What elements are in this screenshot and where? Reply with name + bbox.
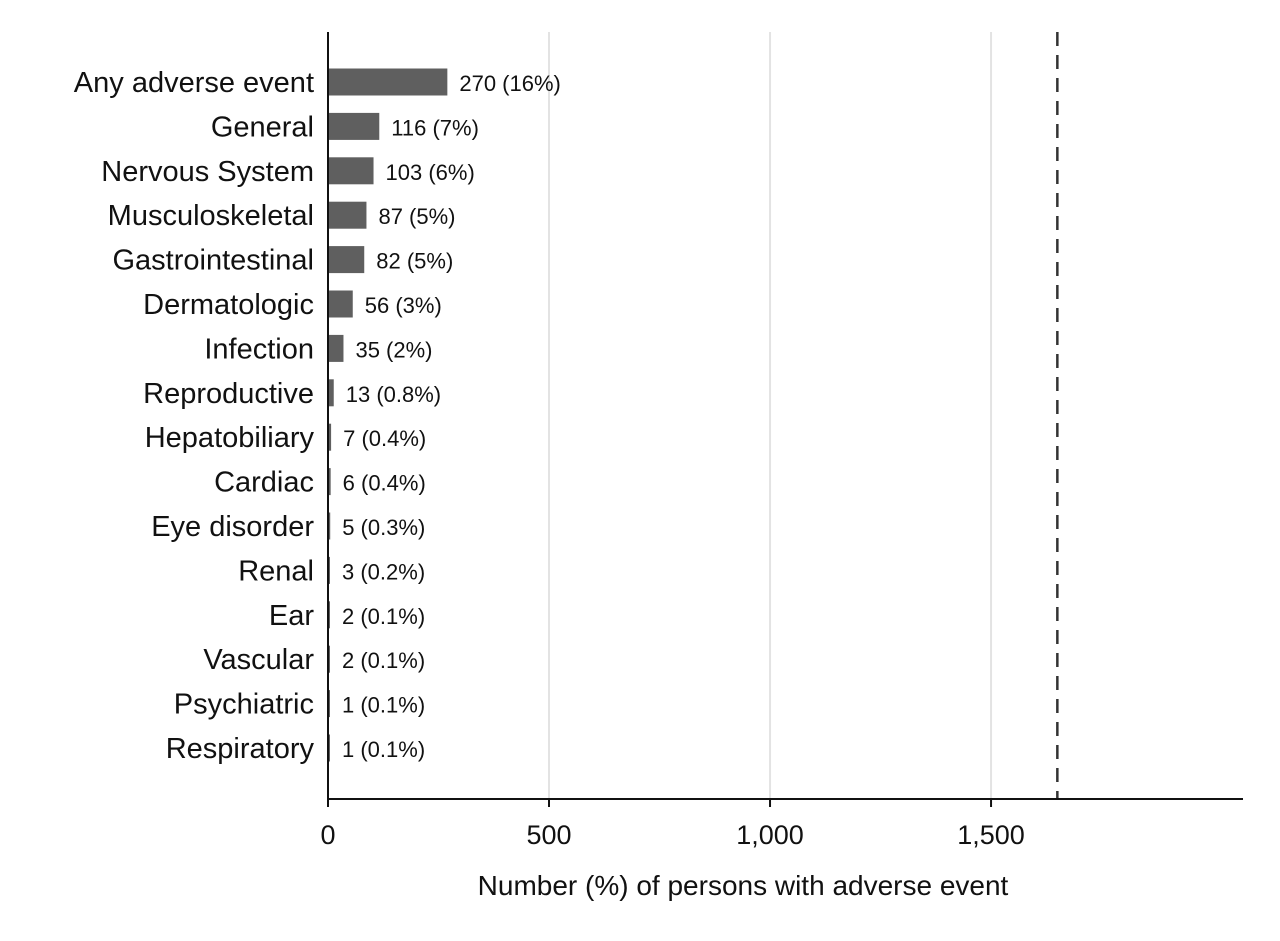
bar: [328, 68, 448, 96]
category-label: Gastrointestinal: [113, 245, 315, 277]
data-label: 7 (0.4%): [343, 426, 426, 451]
data-label: 56 (3%): [365, 293, 442, 318]
category-label: Respiratory: [166, 733, 315, 765]
category-label: Renal: [238, 555, 314, 587]
category-label: Hepatobiliary: [145, 422, 315, 454]
category-label: General: [211, 111, 314, 143]
x-tick-label: 1,500: [957, 820, 1025, 850]
bar: [328, 512, 331, 540]
data-label: 87 (5%): [378, 204, 455, 229]
data-label: 116 (7%): [391, 115, 479, 140]
category-label: Ear: [269, 600, 314, 632]
category-label: Cardiac: [214, 467, 314, 499]
category-label: Any adverse event: [74, 67, 314, 99]
category-label: Vascular: [203, 644, 314, 676]
bar: [328, 379, 334, 407]
data-labels: 270 (16%) 116 (7%) 103 (6%) 87 (5%) 82 (5%) 5…: [342, 71, 561, 762]
bars: [328, 68, 448, 762]
category-label: Infection: [204, 333, 314, 365]
category-label: Reproductive: [143, 378, 314, 410]
data-label: 103 (6%): [386, 160, 475, 185]
bar: [328, 423, 332, 451]
bar: [328, 468, 331, 496]
x-tick-label: 0: [320, 820, 335, 850]
bar: [328, 334, 344, 362]
data-label: 2 (0.1%): [342, 648, 425, 673]
gridlines: [548, 32, 993, 799]
data-label: 270 (16%): [459, 71, 561, 96]
bar: [328, 246, 365, 274]
x-tick-labels: 0 500 1,000 1,500: [320, 820, 1024, 850]
data-label: 2 (0.1%): [342, 604, 425, 629]
axes: [327, 32, 1243, 807]
category-label: Dermatologic: [143, 289, 314, 321]
data-label: 1 (0.1%): [342, 737, 425, 762]
data-label: 82 (5%): [376, 249, 453, 274]
data-label: 1 (0.1%): [342, 693, 425, 718]
category-label: Eye disorder: [151, 511, 314, 543]
x-tick-label: 500: [526, 820, 571, 850]
data-label: 13 (0.8%): [346, 382, 441, 407]
category-label: Psychiatric: [174, 689, 314, 721]
category-label: Nervous System: [101, 156, 314, 188]
bar: [328, 201, 367, 229]
x-tick-label: 1,000: [736, 820, 804, 850]
bar: [328, 112, 380, 140]
x-axis-title: Number (%) of persons with adverse event: [478, 870, 1009, 901]
bar: [328, 157, 374, 185]
data-label: 6 (0.4%): [343, 471, 426, 496]
data-label: 5 (0.3%): [342, 515, 425, 540]
data-label: 3 (0.2%): [342, 559, 425, 584]
category-labels: Any adverse event General Nervous System Mu…: [74, 67, 315, 765]
bar: [328, 290, 353, 318]
data-label: 35 (2%): [355, 337, 432, 362]
category-label: Musculoskeletal: [108, 200, 314, 232]
